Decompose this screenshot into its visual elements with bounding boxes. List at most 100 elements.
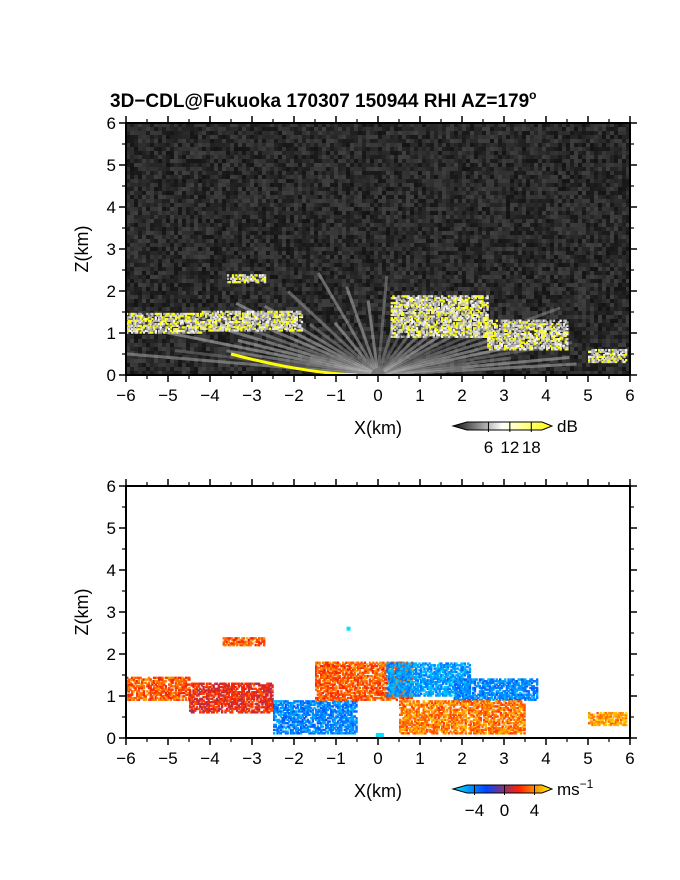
- noise-cell: [426, 203, 430, 207]
- noise-cell: [390, 207, 394, 211]
- noise-cell: [594, 215, 598, 219]
- noise-cell: [358, 259, 362, 263]
- noise-cell: [578, 187, 582, 191]
- noise-cell: [526, 223, 530, 227]
- noise-cell: [298, 179, 302, 183]
- noise-cell: [398, 143, 402, 147]
- noise-cell: [586, 243, 590, 247]
- noise-cell: [254, 255, 258, 259]
- noise-cell: [182, 247, 186, 251]
- noise-cell: [310, 143, 314, 147]
- noise-cell: [410, 211, 414, 215]
- noise-cell: [398, 275, 402, 279]
- noise-cell: [414, 215, 418, 219]
- noise-cell: [154, 219, 158, 223]
- noise-cell: [310, 275, 314, 279]
- noise-cell: [202, 271, 206, 275]
- noise-cell: [218, 159, 222, 163]
- noise-cell: [274, 171, 278, 175]
- noise-cell: [382, 235, 386, 239]
- noise-cell: [238, 151, 242, 155]
- noise-cell: [390, 123, 394, 127]
- noise-cell: [434, 199, 438, 203]
- noise-cell: [474, 139, 478, 143]
- noise-cell: [594, 195, 598, 199]
- noise-cell: [242, 163, 246, 167]
- noise-cell: [410, 207, 414, 211]
- noise-cell: [382, 127, 386, 131]
- noise-cell: [502, 179, 506, 183]
- noise-cell: [386, 247, 390, 251]
- noise-cell: [250, 187, 254, 191]
- noise-cell: [370, 155, 374, 159]
- noise-cell: [526, 139, 530, 143]
- noise-cell: [362, 163, 366, 167]
- noise-cell: [446, 227, 450, 231]
- noise-cell: [494, 191, 498, 195]
- noise-cell: [434, 123, 438, 127]
- noise-cell: [498, 139, 502, 143]
- noise-cell: [214, 155, 218, 159]
- noise-cell: [590, 175, 594, 179]
- noise-cell: [442, 235, 446, 239]
- noise-cell: [174, 139, 178, 143]
- noise-cell: [158, 123, 162, 127]
- noise-cell: [142, 199, 146, 203]
- noise-cell: [126, 227, 130, 231]
- noise-cell: [358, 227, 362, 231]
- noise-cell: [442, 199, 446, 203]
- noise-cell: [246, 239, 250, 243]
- noise-cell: [542, 139, 546, 143]
- noise-cell: [282, 163, 286, 167]
- noise-cell: [410, 179, 414, 183]
- noise-cell: [126, 279, 130, 283]
- noise-cell: [538, 151, 542, 155]
- noise-cell: [486, 147, 490, 151]
- noise-cell: [326, 159, 330, 163]
- noise-cell: [470, 163, 474, 167]
- noise-cell: [422, 215, 426, 219]
- noise-cell: [382, 167, 386, 171]
- noise-cell: [586, 215, 590, 219]
- noise-cell: [478, 187, 482, 191]
- noise-cell: [226, 207, 230, 211]
- noise-cell: [498, 271, 502, 275]
- noise-cell: [298, 167, 302, 171]
- noise-cell: [546, 151, 550, 155]
- noise-cell: [234, 163, 238, 167]
- noise-cell: [310, 179, 314, 183]
- noise-cell: [218, 175, 222, 179]
- noise-cell: [210, 175, 214, 179]
- noise-cell: [390, 215, 394, 219]
- noise-cell: [274, 135, 278, 139]
- noise-cell: [158, 231, 162, 235]
- noise-cell: [490, 139, 494, 143]
- noise-cell: [234, 127, 238, 131]
- noise-cell: [494, 159, 498, 163]
- noise-cell: [550, 239, 554, 243]
- noise-cell: [146, 171, 150, 175]
- noise-cell: [162, 223, 166, 227]
- noise-cell: [626, 211, 630, 215]
- noise-cell: [550, 195, 554, 199]
- noise-cell: [442, 211, 446, 215]
- noise-cell: [546, 167, 550, 171]
- noise-cell: [206, 155, 210, 159]
- noise-cell: [502, 195, 506, 199]
- noise-cell: [186, 123, 190, 127]
- noise-cell: [310, 279, 314, 283]
- noise-cell: [386, 179, 390, 183]
- noise-cell: [394, 151, 398, 155]
- noise-cell: [150, 155, 154, 159]
- noise-cell: [486, 163, 490, 167]
- noise-cell: [226, 255, 230, 259]
- noise-cell: [590, 131, 594, 135]
- noise-cell: [554, 187, 558, 191]
- noise-cell: [538, 187, 542, 191]
- noise-cell: [474, 267, 478, 271]
- noise-cell: [582, 259, 586, 263]
- noise-cell: [170, 231, 174, 235]
- noise-cell: [402, 251, 406, 255]
- noise-cell: [266, 179, 270, 183]
- noise-cell: [558, 179, 562, 183]
